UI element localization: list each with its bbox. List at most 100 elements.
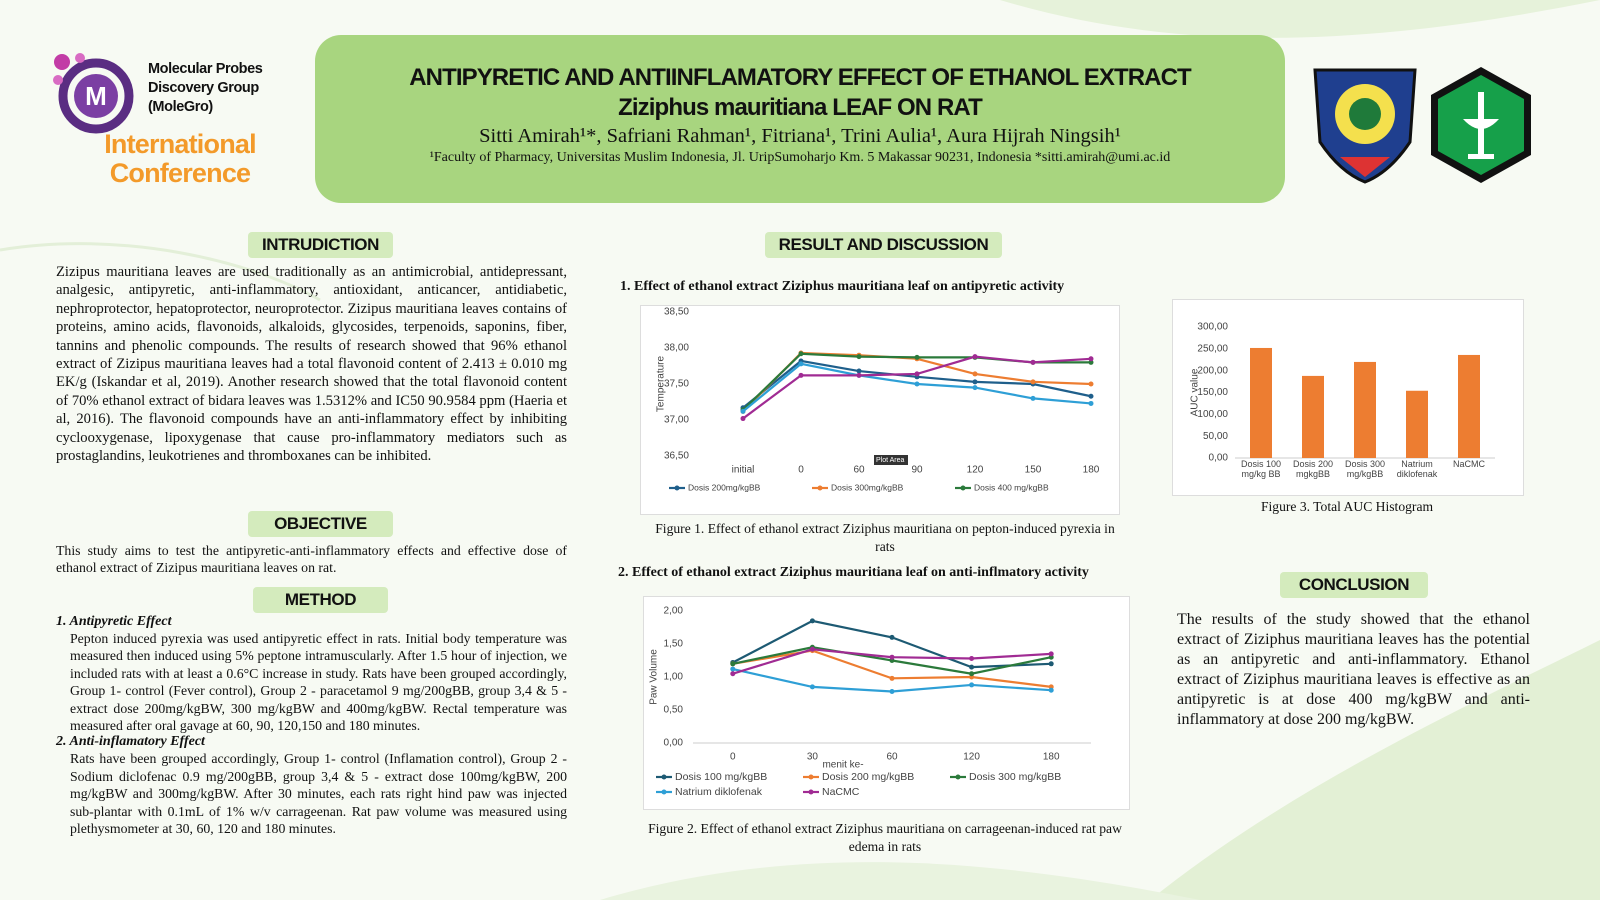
legend-label: Dosis 200mg/kgBB: [688, 482, 761, 492]
y-tick-label: 36,50: [664, 451, 689, 462]
point: [798, 351, 804, 357]
point: [1030, 379, 1036, 385]
point: [914, 381, 920, 387]
method-title: 1. Antipyretic Effect: [56, 614, 172, 629]
series-line: [742, 362, 1092, 413]
x-tick-label: 120: [963, 752, 980, 763]
title-line2: Ziziphus mauritiana LEAF ON RAT: [618, 94, 983, 121]
pharmacy-logo: [1431, 67, 1531, 183]
section-heading: METHOD: [253, 587, 388, 613]
y-tick-label: 37,00: [664, 415, 689, 426]
x-tick-label: Natrium diklofenak: [1396, 459, 1438, 479]
point: [972, 371, 978, 377]
point: [889, 675, 895, 681]
figure-caption: Figure 3. Total AUC Histogram: [1260, 499, 1434, 514]
conclusion-text: The results of the study showed that the…: [1177, 611, 1530, 728]
y-tick-label: 100,00: [1197, 409, 1228, 420]
chart: 0,00 0,50 1,00 1,50 2,00 Paw Volume menit ke- 0…: [649, 606, 1091, 798]
y-tick-label: 37,50: [664, 379, 689, 390]
section-heading: INTRUDICTION: [248, 232, 393, 258]
authors: Sitti Amirah¹*, Safriani Rahman¹, Fitria…: [479, 125, 1121, 147]
point: [889, 689, 895, 695]
method-text: Rats have been grouped accordingly, Grou…: [70, 751, 567, 837]
y-tick-label: 0,00: [1209, 453, 1229, 464]
bar: [1406, 390, 1428, 458]
legend-label: Dosis 100 mg/kgBB: [675, 771, 767, 783]
bar: [1250, 347, 1272, 458]
point: [889, 634, 895, 640]
x-tick-label: Dosis 300 mg/kgBB: [1344, 459, 1386, 479]
annotation-box: [874, 455, 908, 465]
bar: [1354, 361, 1376, 458]
figure-caption: Figure 1. Effect of ethanol extract Zizi…: [655, 521, 1115, 554]
point: [1088, 381, 1094, 387]
point: [1048, 661, 1054, 667]
y-tick-label: 1,00: [664, 672, 684, 683]
legend-marker: [955, 774, 961, 780]
chart: 36,50 37,00 37,50 38,00 38,50 Temperature Plot…: [656, 307, 1100, 493]
point: [1088, 400, 1094, 406]
annotation: Plot Area: [876, 457, 905, 464]
section-heading: OBJECTIVE: [248, 511, 393, 537]
point: [856, 372, 862, 378]
point: [1088, 356, 1094, 362]
point: [914, 354, 920, 360]
point: [889, 654, 895, 660]
point: [809, 646, 815, 652]
point: [1048, 651, 1054, 657]
legend-label: NaCMC: [822, 786, 860, 798]
y-axis-label: Temperature: [656, 355, 667, 412]
x-tick-label: 60: [886, 752, 898, 763]
x-tick-label: 90: [911, 465, 923, 476]
point: [969, 682, 975, 688]
chart-frame: 36,50 37,00 37,50 38,00 38,50 Temperature Plot…: [640, 305, 1120, 515]
conference-name: International Conference: [104, 129, 256, 188]
legend-label: Natrium diklofenak: [675, 786, 763, 798]
title-line1: ANTIPYRETIC AND ANTIINFLAMATORY EFFECT O…: [409, 64, 1191, 91]
legend-label: Dosis 300mg/kgBB: [831, 482, 904, 492]
objective-text: This study aims to test the antipyretic-…: [56, 543, 567, 576]
method-list: 1. Antipyretic Effect Pepton induced pyr…: [56, 614, 567, 837]
point: [730, 661, 736, 667]
y-tick-label: 50,00: [1203, 431, 1228, 442]
point: [1030, 395, 1036, 401]
x-tick-label: 0: [730, 752, 736, 763]
point: [809, 684, 815, 690]
legend-marker: [661, 774, 667, 780]
point: [1088, 359, 1094, 365]
chart: 0,00 50,00 100,00 150,00 200,00 250,00 300,00 A…: [1190, 322, 1495, 464]
y-tick-label: 300,00: [1197, 322, 1228, 333]
bar: [1458, 354, 1480, 458]
chart-title: 1. Effect of ethanol extract Ziziphus ma…: [620, 279, 1065, 294]
legend-marker: [661, 789, 667, 795]
y-tick-label: 250,00: [1197, 343, 1228, 354]
chart-frame: 0,00 50,00 100,00 150,00 200,00 250,00 300,00 A…: [1172, 299, 1524, 496]
point: [1088, 393, 1094, 399]
point: [740, 408, 746, 414]
chart-title: 2. Effect of ethanol extract Ziziphus ma…: [618, 565, 1089, 580]
x-tick-label: NaCMC: [1452, 459, 1485, 469]
point: [972, 354, 978, 360]
x-tick-label: Dosis 200 mgkgBB: [1292, 459, 1334, 479]
y-tick-label: 0,50: [664, 705, 684, 716]
point: [730, 666, 736, 672]
legend-marker: [960, 485, 966, 491]
point: [969, 664, 975, 670]
y-tick-label: 1,50: [664, 639, 684, 650]
legend-label: Dosis 400 mg/kgBB: [974, 482, 1049, 492]
point: [798, 361, 804, 367]
umi-logo: [1313, 68, 1417, 184]
point: [972, 385, 978, 391]
legend-label: Dosis 200 mg/kgBB: [822, 771, 914, 783]
chart-frame: 0,00 0,50 1,00 1,50 2,00 Paw Volume menit ke- 0…: [643, 596, 1130, 810]
bar: [1302, 375, 1324, 458]
legend-marker: [808, 789, 814, 795]
legend-label: Dosis 300 mg/kgBB: [969, 771, 1061, 783]
point: [809, 618, 815, 624]
x-axis-label: menit ke-: [822, 760, 863, 771]
x-tick-label: Dosis 100 mg/kg BB: [1240, 459, 1282, 479]
x-tick-label: 150: [1025, 465, 1042, 476]
point: [1030, 359, 1036, 365]
section-heading: RESULT AND DISCUSSION: [765, 232, 1002, 258]
